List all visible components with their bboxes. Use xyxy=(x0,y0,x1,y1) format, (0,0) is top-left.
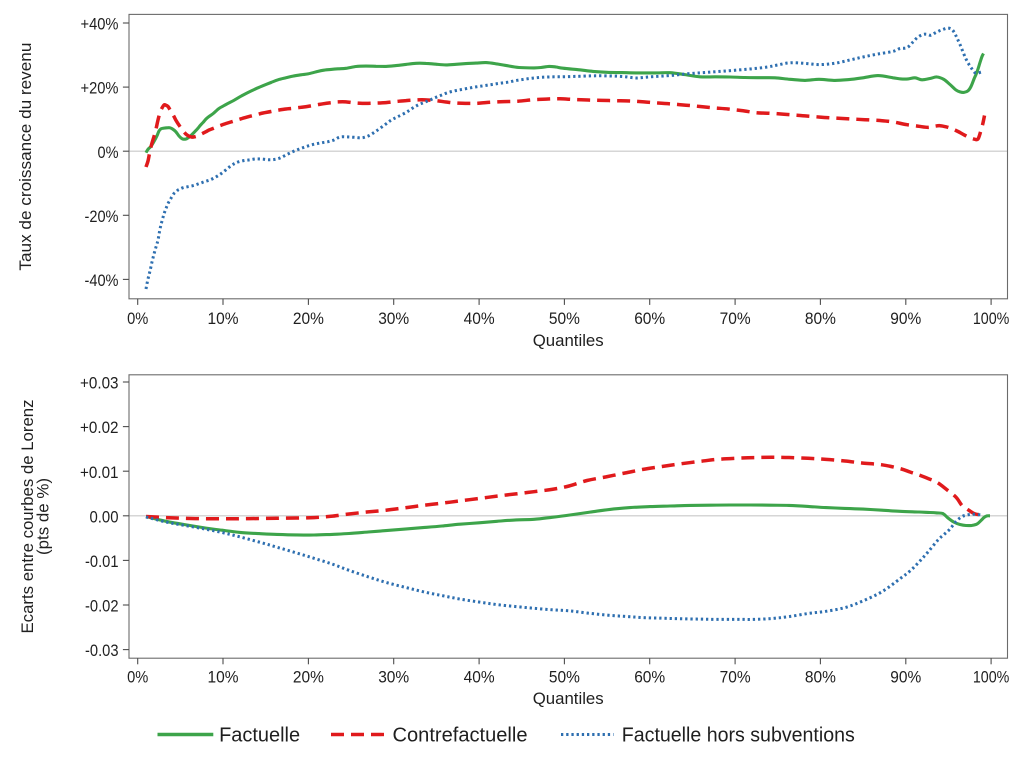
svg-text:60%: 60% xyxy=(634,668,665,687)
svg-text:100%: 100% xyxy=(973,309,1010,328)
svg-text:30%: 30% xyxy=(378,309,409,328)
svg-text:10%: 10% xyxy=(208,309,239,328)
svg-text:90%: 90% xyxy=(890,668,921,687)
svg-text:-0.01: -0.01 xyxy=(85,552,119,571)
svg-text:30%: 30% xyxy=(378,668,409,687)
svg-text:+0.01: +0.01 xyxy=(80,463,119,482)
svg-text:Quantiles: Quantiles xyxy=(533,689,604,708)
svg-text:(pts de %): (pts de %) xyxy=(34,478,53,555)
svg-text:20%: 20% xyxy=(293,668,324,687)
svg-text:20%: 20% xyxy=(293,309,324,328)
svg-text:Quantiles: Quantiles xyxy=(533,331,604,350)
svg-text:+20%: +20% xyxy=(81,79,119,98)
svg-text:Factuelle hors subventions: Factuelle hors subventions xyxy=(622,724,855,746)
svg-text:0%: 0% xyxy=(98,143,119,162)
svg-text:-40%: -40% xyxy=(85,271,119,290)
svg-text:60%: 60% xyxy=(634,309,665,328)
svg-text:40%: 40% xyxy=(464,309,495,328)
svg-text:80%: 80% xyxy=(805,309,836,328)
svg-text:Factuelle: Factuelle xyxy=(219,724,300,746)
svg-text:0.00: 0.00 xyxy=(90,507,119,526)
svg-text:-0.03: -0.03 xyxy=(85,641,119,660)
svg-text:80%: 80% xyxy=(805,668,836,687)
svg-text:90%: 90% xyxy=(890,309,921,328)
svg-text:0%: 0% xyxy=(127,309,148,328)
svg-text:50%: 50% xyxy=(549,309,580,328)
svg-text:Contrefactuelle: Contrefactuelle xyxy=(393,724,528,746)
svg-text:+0.03: +0.03 xyxy=(80,374,119,393)
svg-text:0%: 0% xyxy=(127,668,148,687)
svg-text:Taux de croissance du revenu: Taux de croissance du revenu xyxy=(16,43,35,271)
svg-text:Ecarts entre courbes de Lorenz: Ecarts entre courbes de Lorenz xyxy=(18,400,37,634)
svg-text:70%: 70% xyxy=(720,668,751,687)
svg-text:100%: 100% xyxy=(973,668,1010,687)
svg-text:+40%: +40% xyxy=(81,15,119,34)
svg-text:40%: 40% xyxy=(464,668,495,687)
svg-text:+0.02: +0.02 xyxy=(80,418,119,437)
svg-text:10%: 10% xyxy=(208,668,239,687)
svg-text:-20%: -20% xyxy=(85,207,119,226)
svg-text:50%: 50% xyxy=(549,668,580,687)
svg-text:70%: 70% xyxy=(720,309,751,328)
svg-text:-0.02: -0.02 xyxy=(85,597,119,616)
